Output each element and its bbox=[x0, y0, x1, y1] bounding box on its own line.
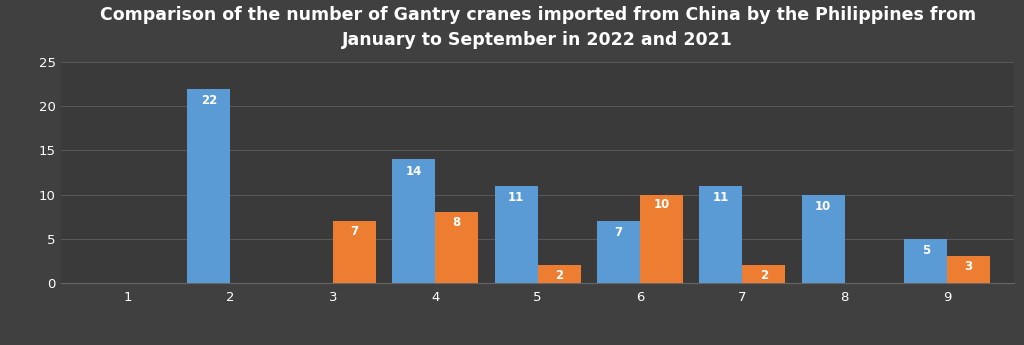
Text: 11: 11 bbox=[508, 191, 524, 204]
Title: Comparison of the number of Gantry cranes imported from China by the Philippines: Comparison of the number of Gantry crane… bbox=[99, 7, 976, 49]
Bar bbox=[538, 265, 581, 283]
Bar bbox=[699, 186, 742, 283]
Bar bbox=[802, 195, 845, 283]
Bar bbox=[333, 221, 376, 283]
Bar bbox=[187, 89, 230, 283]
Text: 3: 3 bbox=[965, 260, 973, 273]
Text: 14: 14 bbox=[406, 165, 422, 178]
Text: 11: 11 bbox=[713, 191, 729, 204]
Text: 5: 5 bbox=[922, 244, 930, 257]
Bar bbox=[392, 159, 435, 283]
Text: 10: 10 bbox=[815, 200, 831, 213]
Bar bbox=[495, 186, 538, 283]
Text: 10: 10 bbox=[653, 198, 670, 211]
Bar bbox=[597, 221, 640, 283]
Bar bbox=[435, 212, 478, 283]
Bar bbox=[947, 256, 990, 283]
Text: 7: 7 bbox=[614, 226, 623, 239]
Bar bbox=[742, 265, 785, 283]
Text: 2: 2 bbox=[760, 269, 768, 282]
Text: 7: 7 bbox=[350, 225, 358, 238]
Bar bbox=[904, 239, 947, 283]
Text: 8: 8 bbox=[453, 216, 461, 229]
Text: 22: 22 bbox=[201, 94, 217, 107]
Text: 2: 2 bbox=[555, 269, 563, 282]
Bar bbox=[640, 195, 683, 283]
